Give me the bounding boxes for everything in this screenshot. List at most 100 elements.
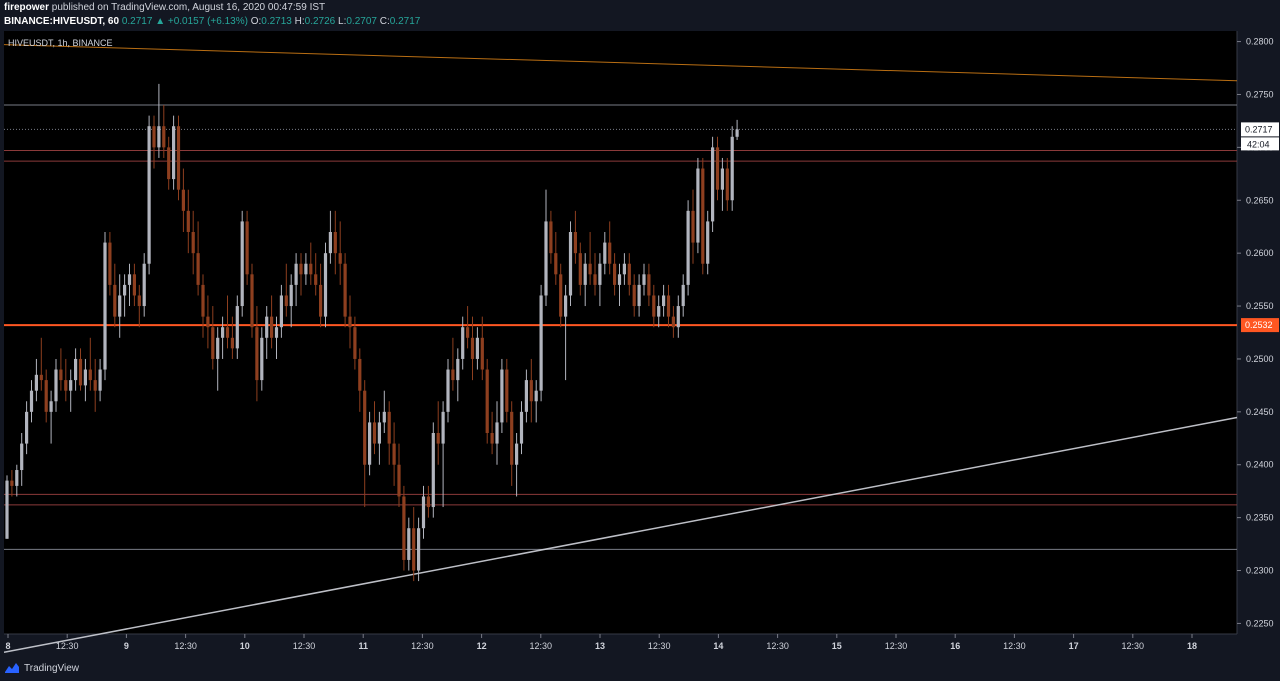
candle-body — [588, 263, 592, 275]
candle-body — [363, 390, 367, 465]
y-tick-label: 0.2550 — [1246, 301, 1274, 311]
candle-body — [519, 411, 524, 444]
candle-body — [735, 129, 739, 137]
candle-body — [539, 295, 543, 391]
candle-body — [181, 189, 185, 211]
candle-body — [691, 210, 695, 243]
x-tick-label: 12 — [477, 641, 487, 651]
candle-body — [412, 528, 416, 571]
candle-body — [78, 358, 83, 386]
candle-body — [221, 327, 225, 338]
x-tick-label: 16 — [950, 641, 960, 651]
candle-body — [216, 337, 220, 359]
candle-body — [74, 358, 78, 381]
candle-body — [515, 443, 519, 465]
level-price-tag — [1241, 318, 1279, 333]
candle-body — [554, 253, 558, 275]
candle-body — [59, 369, 63, 381]
candle-body — [578, 253, 582, 285]
ohlc-info: BINANCE:HIVEUSDT, 60 0.2717 ▲ +0.0157 (+… — [4, 16, 420, 27]
candle-body — [725, 168, 729, 201]
chart-legend: HIVEUSDT, 1h, BINANCE — [8, 38, 113, 48]
y-tick-label: 0.2300 — [1246, 566, 1274, 576]
candle-body — [720, 168, 724, 190]
x-tick-label: 18 — [1187, 641, 1197, 651]
candle-body — [686, 210, 690, 285]
author-name[interactable]: firepower — [4, 2, 50, 13]
candle-body — [652, 295, 656, 317]
candle-body — [319, 284, 323, 317]
candle-body — [284, 295, 288, 307]
candle-body — [387, 411, 391, 444]
candle-body — [123, 284, 127, 296]
x-tick-label: 12:30 — [530, 641, 553, 651]
candle-body — [568, 232, 573, 296]
candle-body — [647, 274, 651, 296]
x-tick-label: 17 — [1069, 641, 1079, 651]
x-tick-label: 12:30 — [293, 641, 316, 651]
candle-body — [671, 316, 675, 328]
candle-body — [353, 327, 357, 359]
chart-header: firepower published on TradingView.com, … — [0, 0, 1280, 31]
y-tick-label: 0.2500 — [1246, 354, 1274, 364]
candle-body — [343, 263, 347, 317]
trendline-support — [4, 416, 1238, 654]
candle-body — [706, 221, 710, 264]
candle-body — [608, 242, 612, 264]
tradingview-brand[interactable]: TradingView — [4, 662, 79, 674]
candlestick-chart[interactable]: 0.28000.27500.27000.26500.26000.25500.25… — [4, 31, 1280, 657]
candle-body — [103, 242, 107, 370]
x-tick-label: 12:30 — [174, 641, 197, 651]
countdown-tag-label: 42:04 — [1247, 139, 1270, 149]
x-tick-label: 13 — [595, 641, 605, 651]
candle-body — [466, 327, 470, 338]
candle-body — [201, 284, 205, 317]
candle-body — [603, 242, 607, 264]
candle-body — [426, 496, 430, 508]
candle-body — [98, 369, 102, 391]
candle-body — [510, 411, 514, 465]
candle-body — [730, 136, 734, 201]
candle-body — [245, 221, 249, 275]
candle-body — [446, 369, 450, 412]
y-tick-label: 0.2800 — [1246, 37, 1274, 47]
candle-body — [147, 126, 151, 264]
candle-body — [348, 316, 352, 328]
candle-body — [29, 390, 34, 412]
time-axis-background — [4, 634, 1237, 657]
chart-area[interactable]: 0.28000.27500.27000.26500.26000.25500.25… — [4, 31, 1280, 657]
candle-body — [230, 337, 234, 349]
candle-body — [480, 337, 484, 370]
plot-background — [4, 31, 1237, 634]
x-tick-label: 8 — [5, 641, 10, 651]
candle-body — [485, 369, 489, 433]
high-value: 0.2726 — [304, 16, 336, 27]
candle-body — [294, 263, 298, 285]
x-tick-label: 12:30 — [885, 641, 908, 651]
candle-body — [167, 147, 171, 180]
candle-body — [314, 274, 318, 285]
candle-body — [358, 358, 362, 391]
candle-body — [137, 295, 141, 307]
y-tick-label: 0.2600 — [1246, 248, 1274, 258]
candle-body — [421, 496, 426, 529]
candle-body — [176, 126, 181, 190]
candle-body — [461, 327, 465, 359]
candle-body — [157, 126, 161, 148]
candle-body — [564, 295, 568, 317]
candle-body — [632, 284, 636, 307]
x-tick-label: 12:30 — [411, 641, 434, 651]
candle-body — [475, 337, 479, 359]
y-tick-label: 0.2450 — [1246, 407, 1274, 417]
candle-body — [696, 168, 700, 243]
candle-body — [142, 263, 146, 307]
candle-body — [304, 263, 308, 275]
candle-body — [20, 443, 24, 471]
candle-body — [559, 274, 563, 317]
candle-body — [15, 470, 19, 486]
close-label: C: — [379, 16, 390, 27]
high-label: H: — [294, 16, 305, 27]
candle-body — [299, 263, 303, 275]
candle-body — [93, 380, 97, 391]
candle-body — [583, 263, 587, 285]
